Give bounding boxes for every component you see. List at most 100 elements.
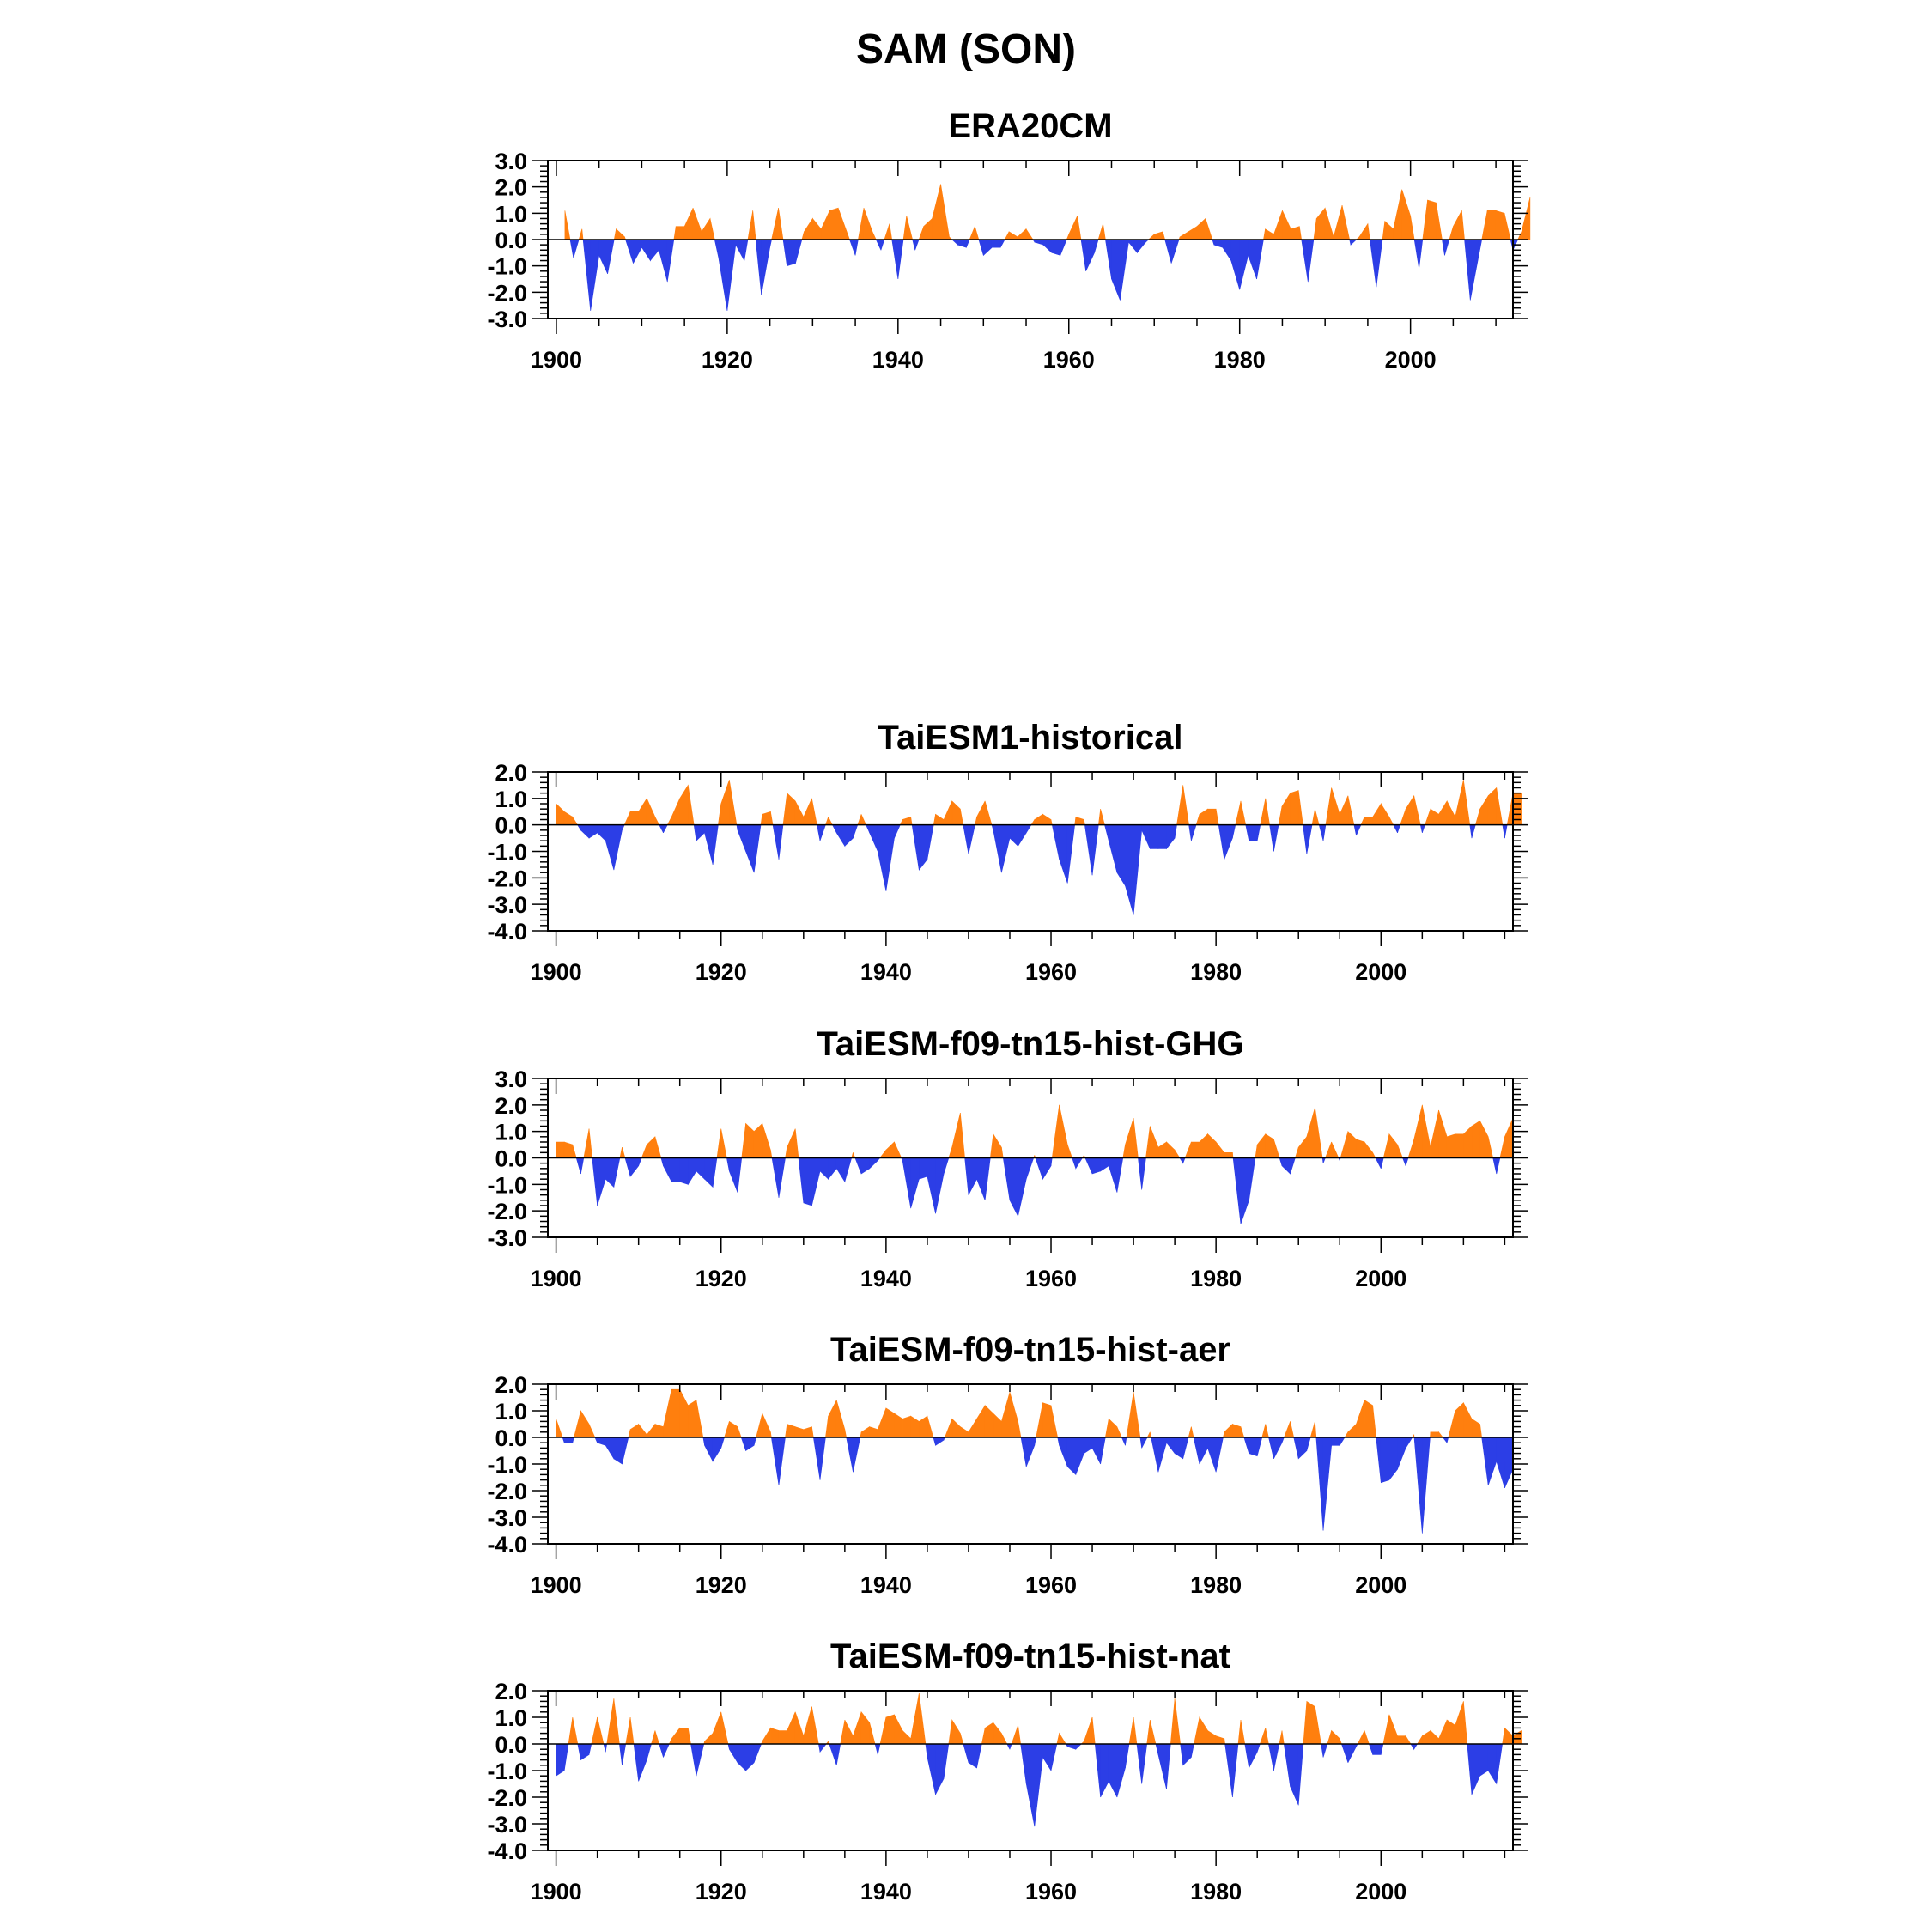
x-tick-label: 1900: [531, 959, 582, 985]
area-segment: [1182, 1437, 1189, 1459]
area-segment: [910, 1415, 920, 1438]
area-segment: [1034, 239, 1044, 246]
area-segment: [1268, 1743, 1274, 1771]
area-segment: [821, 210, 830, 240]
area-segment: [1066, 1437, 1077, 1476]
area-segment: [1072, 1157, 1077, 1169]
area-segment: [1108, 1157, 1118, 1193]
area-segment: [1461, 210, 1465, 240]
area-segment: [919, 1157, 928, 1180]
area-segment: [1339, 1738, 1342, 1745]
area-segment: [651, 1730, 656, 1745]
area-segment: [1327, 1730, 1332, 1745]
area-segment: [1446, 1437, 1449, 1443]
area-segment: [646, 1423, 656, 1438]
area-segment: [1401, 189, 1411, 240]
area-segment: [572, 1145, 577, 1158]
area-segment: [1232, 824, 1236, 839]
panel-2: TaiESM-f09-tn15-hist-GHG 3.02.01.00.0-1.0…: [487, 1025, 1528, 1291]
area-segment: [1036, 1402, 1043, 1438]
area-segment: [679, 1157, 689, 1185]
area-segment: [663, 1743, 670, 1758]
area-segment: [1315, 1437, 1324, 1531]
area-segment: [835, 1400, 846, 1438]
area-segment: [605, 1743, 608, 1753]
area-segment: [1191, 1141, 1200, 1158]
y-tick-label: 1.0: [495, 201, 527, 227]
area-segment: [1176, 785, 1184, 825]
area-segment: [1419, 824, 1423, 833]
area-segment: [1195, 814, 1200, 825]
area-segment: [696, 1157, 705, 1180]
area-segment: [1196, 217, 1206, 240]
area-segment: [659, 824, 664, 834]
area-segment: [619, 1147, 623, 1158]
area-segment: [1146, 1720, 1151, 1745]
area-segment: [720, 1128, 727, 1158]
area-segment: [1199, 1437, 1208, 1465]
area-segment: [1018, 1725, 1021, 1745]
area-segment: [683, 208, 694, 240]
area-segment: [1243, 1437, 1249, 1454]
area-segment: [829, 207, 839, 240]
area-segment: [912, 239, 916, 251]
panel-1: TaiESM1-historical 2.01.00.0-1.0-2.0-3.0-…: [487, 719, 1528, 985]
area-segment: [785, 1147, 787, 1158]
area-segment: [1446, 800, 1456, 825]
area-segment: [1042, 1157, 1052, 1181]
area-segment: [902, 1157, 912, 1209]
area-segment: [1263, 228, 1266, 240]
area-segment: [1356, 1139, 1365, 1158]
area-segment: [1157, 824, 1167, 849]
area-segment: [932, 184, 941, 240]
area-segment: [778, 208, 784, 240]
area-segment: [978, 239, 984, 256]
x-tick-label: 1980: [1190, 1572, 1242, 1598]
area-segment: [1376, 239, 1383, 288]
area-segment: [597, 1157, 606, 1206]
area-segment: [794, 800, 805, 825]
area-segment: [654, 817, 660, 825]
area-segment: [1133, 824, 1142, 915]
area-segment: [960, 809, 964, 825]
y-tick-label: -1.0: [487, 1452, 527, 1478]
area-segment: [753, 824, 762, 873]
x-tick-label: 2000: [1385, 347, 1437, 373]
area-segment: [735, 239, 745, 261]
area-segment: [935, 1157, 945, 1214]
area-segment: [1224, 1423, 1233, 1438]
area-segment: [1261, 1424, 1267, 1438]
area-segment: [1471, 824, 1476, 839]
area-segment: [638, 1743, 647, 1782]
area-segment: [910, 817, 913, 825]
area-segment: [1382, 1714, 1390, 1745]
area-segment: [1282, 210, 1291, 240]
area-segment: [1372, 1152, 1376, 1158]
area-segment: [1091, 1437, 1101, 1465]
area-segment: [709, 218, 715, 240]
area-segment: [1499, 1136, 1505, 1158]
area-segment: [1125, 1437, 1127, 1446]
area-segment: [1425, 809, 1431, 825]
area-segment: [1104, 1419, 1109, 1438]
area-segment: [590, 239, 599, 311]
area-segment: [911, 824, 920, 871]
x-tick-label: 1900: [531, 1879, 582, 1905]
area-segment: [1463, 780, 1471, 825]
area-segment: [629, 811, 639, 825]
area-segment: [1066, 234, 1070, 240]
area-segment: [1506, 793, 1514, 825]
area-segment: [951, 800, 961, 825]
area-segment: [1157, 1743, 1167, 1789]
area-segment: [993, 1722, 1002, 1745]
area-segment: [588, 1424, 596, 1438]
area-segment: [1141, 1743, 1148, 1784]
area-segment: [1496, 787, 1504, 825]
y-tick-label: -4.0: [487, 1838, 527, 1864]
area-segment: [1141, 1157, 1146, 1190]
area-segment: [1357, 1730, 1365, 1745]
area-segment: [1496, 1437, 1505, 1488]
area-segment: [778, 824, 784, 860]
area-segment: [629, 1157, 639, 1177]
area-segment: [580, 1409, 590, 1438]
